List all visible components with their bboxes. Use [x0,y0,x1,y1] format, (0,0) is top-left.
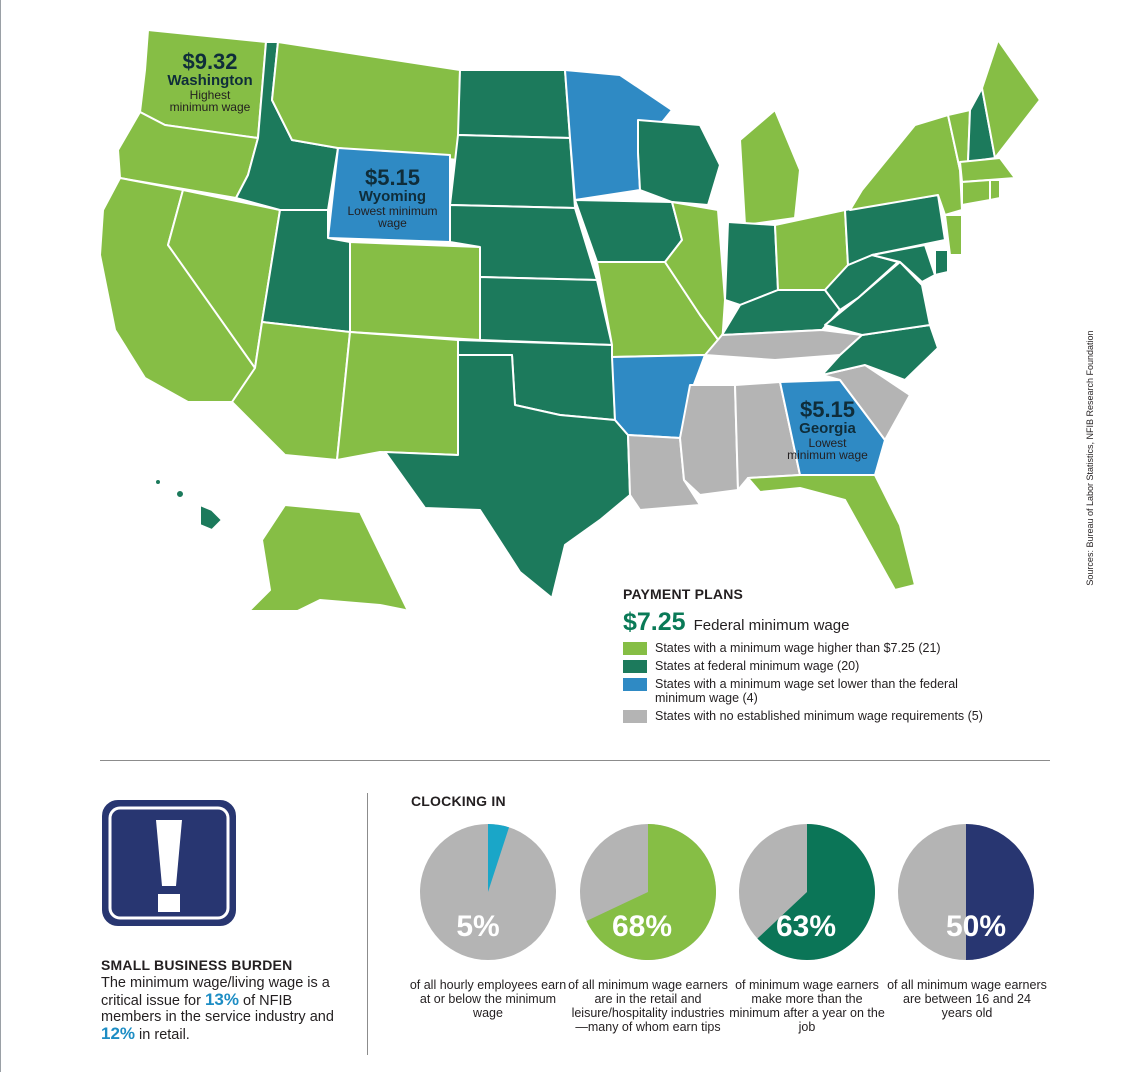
legend-swatch-none [623,710,647,723]
pie-earn-more-after-year-caption: of minimum wage earners make more than t… [729,978,885,1034]
state-GA [779,379,886,476]
source-note: Sources: Bureau of Labor Statistics, NFI… [1085,330,1095,586]
state-HI-islet-1 [154,478,162,486]
callout-washington-note-1: Highest [189,87,231,102]
small-business-burden: SMALL BUSINESS BURDEN The minimum wage/l… [101,957,341,1043]
callout-georgia-note-1: Lowest [808,435,847,450]
clocking-in-title: CLOCKING IN [411,793,506,809]
state-NM [336,331,459,461]
legend-item-none-label: States with no established minimum wage … [655,709,983,723]
state-RI [989,179,1001,201]
burden-text-b: of NFIB members in the service industry … [101,992,334,1026]
burden-text-c: in retail. [135,1026,190,1043]
page-left-rule [0,0,1,1072]
state-CO [349,241,481,341]
legend-item-federal-label: States at federal minimum wage (20) [655,659,860,673]
callout-georgia-note-2: minimum wage [787,448,868,463]
state-MT [271,41,461,161]
callout-washington-state: Washington [167,72,253,90]
pie-earn-more-after-year [739,824,875,960]
legend-swatch-higher [623,642,647,655]
legend-item-lower-label: States with a minimum wage set lower tha… [655,677,958,705]
legend-swatch-federal [623,660,647,673]
legend-swatch-lower [623,678,647,691]
callout-wyoming-amount: $5.15 [364,165,421,190]
state-HI [199,504,223,531]
pie-hourly-employees-value: 5% [456,910,500,943]
state-SD [449,134,576,209]
exclamation-icon [102,800,236,926]
state-CT [961,179,991,206]
callout-georgia: $5.15 Georgia Lowest minimum wage [775,398,880,462]
pie-age-16-24 [898,824,1034,960]
pie-hourly-employees [420,824,556,960]
column-divider [367,793,368,1055]
callout-wyoming: $5.15 Wyoming Lowest minimum wage [335,166,450,230]
pie-slice [488,824,510,892]
pie-retail-hospitality-value: 68% [611,910,673,943]
state-MD [871,244,936,283]
state-WI [637,119,721,206]
burden-pct-service: 13% [204,989,239,1009]
state-ME [981,39,1041,159]
state-MA [959,157,1016,183]
legend-item-higher-label: States with a minimum wage higher than $… [655,641,941,655]
pie-slice [757,824,875,960]
callout-washington-note-2: minimum wage [169,100,251,115]
state-KS [479,276,613,346]
state-DE [934,249,949,276]
legend-item-none: States with no established minimum wage … [623,709,1043,723]
state-TX [384,354,631,599]
pie-retail-hospitality [580,824,716,960]
callout-wyoming-state: Wyoming [358,188,427,206]
callout-washington-amount: $9.32 [182,49,238,74]
pie-slice [966,824,1034,960]
pie-age-16-24-value: 50% [945,910,1007,943]
map-legend: PAYMENT PLANS $7.25 Federal minimum wage… [623,586,1043,723]
state-FL [747,474,916,591]
state-NY [849,114,963,216]
state-MI [739,109,801,226]
state-NJ [944,214,963,256]
legend-item-lower: States with a minimum wage set lower tha… [623,677,1043,705]
state-MS [679,384,739,496]
legend-title: PAYMENT PLANS [623,586,744,602]
burden-text-a: The minimum wage/living wage is a critic… [101,975,330,1009]
state-AK [248,504,409,610]
state-IL [664,201,726,346]
legend-item-higher: States with a minimum wage higher than $… [623,641,1043,655]
us-minimum-wage-map [99,29,1041,610]
pie-retail-hospitality-caption: of all minimum wage earners are in the r… [568,978,728,1034]
legend-federal-amount: $7.25 [623,608,686,636]
state-ND [457,69,571,139]
pie-hourly-employees-caption: of all hourly employees earn at or below… [409,978,567,1020]
state-HI-islet-2 [175,489,185,499]
legend-item-federal: States at federal minimum wage (20) [623,659,1043,673]
legend-federal-row: $7.25 Federal minimum wage [623,608,1043,637]
callout-washington: $9.32 Washington Highest minimum wage [155,50,265,114]
pie-earn-more-after-year-value: 63% [775,910,837,943]
state-IA [574,199,683,263]
callout-wyoming-note-2: wage [378,216,407,231]
pie-age-16-24-caption: of all minimum wage earners are between … [887,978,1047,1020]
burden-title: SMALL BUSINESS BURDEN [101,957,293,973]
pie-slice [586,824,716,960]
callout-georgia-state: Georgia [799,420,856,438]
legend-federal-label: Federal minimum wage [693,617,850,634]
section-divider [100,760,1050,761]
callout-wyoming-note-1: Lowest minimum [347,203,438,218]
burden-text: The minimum wage/living wage is a critic… [101,975,341,1043]
callout-georgia-amount: $5.15 [799,397,856,422]
burden-pct-retail: 12% [101,1023,136,1043]
